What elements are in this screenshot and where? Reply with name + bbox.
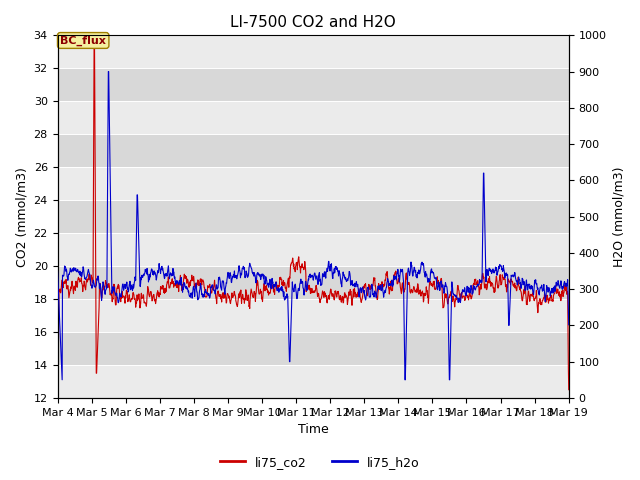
Y-axis label: H2O (mmol/m3): H2O (mmol/m3) bbox=[612, 167, 625, 267]
Legend: li75_co2, li75_h2o: li75_co2, li75_h2o bbox=[215, 451, 425, 474]
Text: BC_flux: BC_flux bbox=[60, 36, 106, 46]
Bar bbox=[58, 332, 569, 365]
Bar bbox=[58, 68, 569, 101]
Bar bbox=[58, 233, 569, 266]
Title: LI-7500 CO2 and H2O: LI-7500 CO2 and H2O bbox=[230, 15, 396, 30]
Y-axis label: CO2 (mmol/m3): CO2 (mmol/m3) bbox=[15, 167, 28, 266]
Bar bbox=[58, 299, 569, 332]
Bar bbox=[58, 365, 569, 398]
Bar bbox=[58, 36, 569, 68]
Bar bbox=[58, 167, 569, 200]
Bar bbox=[58, 266, 569, 299]
Bar bbox=[58, 101, 569, 134]
X-axis label: Time: Time bbox=[298, 423, 328, 436]
Bar bbox=[58, 134, 569, 167]
Bar bbox=[58, 200, 569, 233]
